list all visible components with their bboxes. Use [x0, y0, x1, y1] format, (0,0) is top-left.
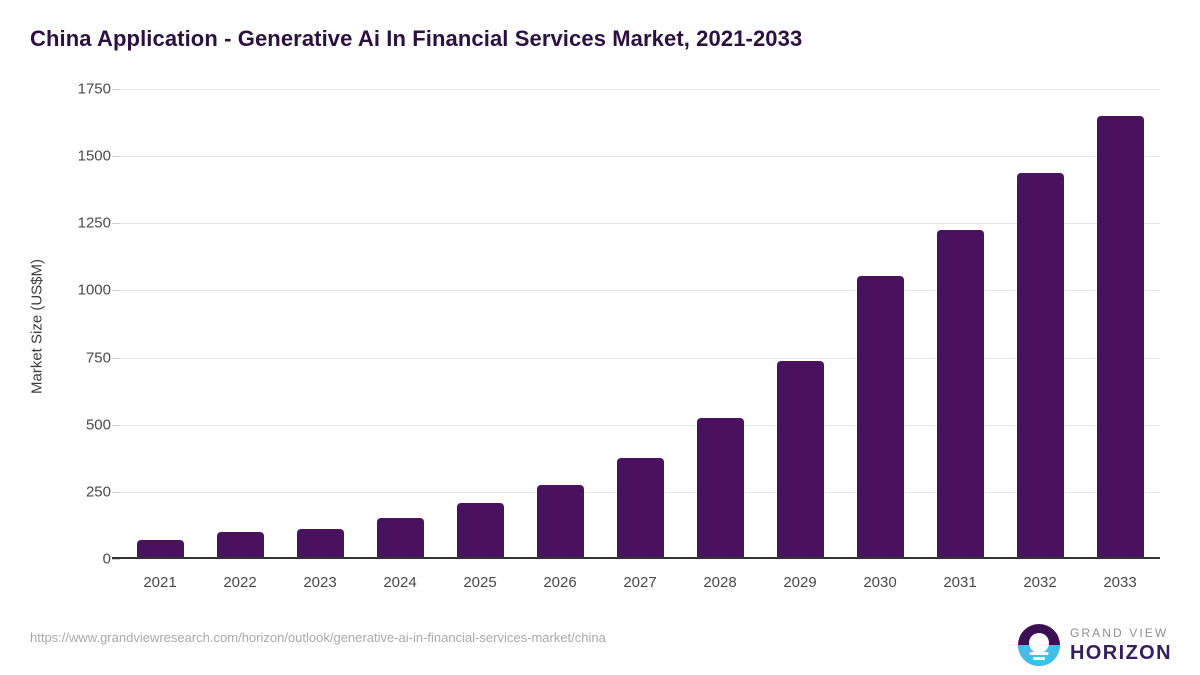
y-tick-label: 1500: [77, 147, 111, 165]
bar-2029[interactable]: [776, 360, 824, 559]
x-tick-label: 2022: [223, 574, 257, 591]
bar-2022[interactable]: [216, 532, 264, 559]
y-tick-mark: [112, 156, 120, 158]
y-tick-mark: [112, 424, 120, 426]
logo-text-grand-view: GRAND VIEW: [1069, 626, 1169, 640]
x-tick-label: 2027: [623, 574, 657, 591]
bar-2031[interactable]: [936, 230, 984, 559]
x-tick-label: 2029: [783, 574, 817, 591]
gridline: [120, 290, 1160, 292]
y-tick-mark: [112, 89, 120, 90]
bar-2023[interactable]: [296, 528, 344, 559]
logo-water-shape: [1017, 645, 1060, 666]
y-axis-tick-labels: 0 250 500 750 1000 1250 1500 1750: [40, 81, 120, 568]
y-tick-label: 1750: [77, 80, 111, 98]
x-tick-label: 2031: [943, 574, 977, 591]
bar-2021[interactable]: [136, 540, 184, 559]
bar-2027[interactable]: [616, 458, 664, 559]
page-title: China Application - Generative Ai In Fin…: [30, 26, 803, 51]
bar-2026[interactable]: [536, 485, 584, 559]
logo-text-horizon: HORIZON: [1069, 642, 1172, 664]
x-tick-label: 2025: [463, 574, 497, 591]
gridline: [120, 357, 1160, 359]
y-tick-label: 750: [85, 349, 111, 367]
x-tick-label: 2023: [303, 574, 337, 591]
gridline: [120, 424, 1160, 426]
logo-wordmark: GRAND VIEW HORIZON: [1070, 627, 1172, 663]
horizon-logo-icon: [1017, 624, 1060, 666]
bar-2024[interactable]: [376, 518, 424, 559]
y-tick-label: 1000: [77, 281, 111, 299]
y-tick-label: 250: [85, 483, 111, 501]
y-tick-label: 500: [85, 416, 111, 434]
x-tick-label: 2021: [143, 574, 177, 591]
x-axis-line: [112, 557, 1160, 559]
x-tick-label: 2033: [1103, 574, 1137, 591]
plot-area: [112, 89, 1160, 559]
logo-sun-shape: [1028, 633, 1049, 653]
bar-series: [120, 89, 1160, 559]
gridline: [120, 89, 1160, 90]
x-tick-label: 2026: [543, 574, 577, 591]
bar-2028[interactable]: [696, 417, 744, 559]
y-tick-mark: [112, 357, 120, 359]
y-tick-label: 1250: [77, 214, 111, 232]
x-tick-label: 2024: [383, 574, 417, 591]
bar-2030[interactable]: [856, 275, 904, 559]
x-axis-tick-labels: 2021 2022 2023 2024 2025 2026 2027 2028 2029 2030…: [120, 568, 1160, 594]
source-url[interactable]: https://www.grandviewresearch.com/horizo…: [30, 630, 606, 645]
bar-2032[interactable]: [1016, 172, 1064, 559]
y-tick-mark: [112, 290, 120, 292]
y-tick-mark: [112, 559, 120, 560]
bar-2033[interactable]: [1096, 116, 1144, 559]
x-tick-label: 2030: [863, 574, 897, 591]
y-tick-mark: [112, 223, 120, 225]
y-tick-mark: [112, 491, 120, 493]
logo-line-top: [1029, 652, 1049, 655]
brand-logo: GRAND VIEW HORIZON: [1017, 622, 1172, 668]
gridline: [120, 156, 1160, 158]
logo-line-bottom: [1032, 657, 1045, 660]
x-tick-label: 2028: [703, 574, 737, 591]
gridline: [120, 223, 1160, 225]
bar-2025[interactable]: [456, 503, 504, 559]
y-tick-label: 0: [102, 550, 111, 568]
x-tick-label: 2032: [1023, 574, 1057, 591]
